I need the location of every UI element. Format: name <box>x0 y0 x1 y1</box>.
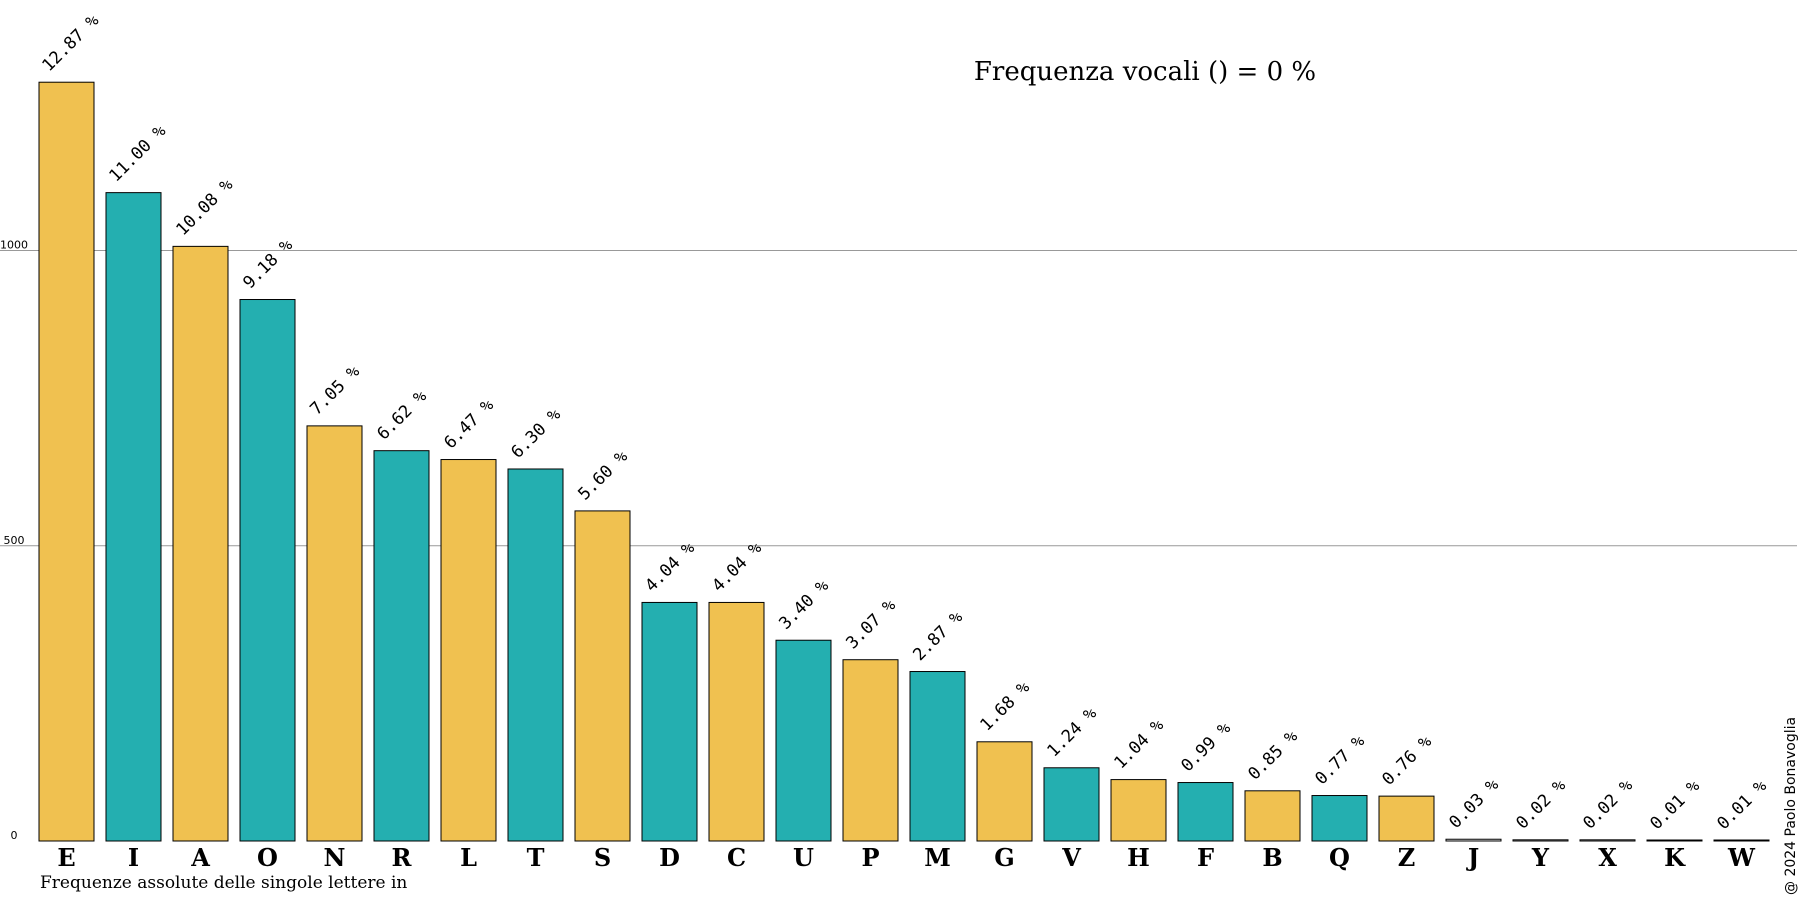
y-axis-ticks: 0 500 1000 <box>0 239 28 843</box>
bar-h <box>1110 779 1167 842</box>
percent-label-l: 6.47 % <box>440 395 498 453</box>
percent-label-u: 3.40 % <box>775 576 833 634</box>
percent-label-q: 0.77 % <box>1311 731 1369 789</box>
bar-d <box>641 601 698 842</box>
bar-a <box>172 245 229 842</box>
bar-m <box>909 671 966 842</box>
percent-label-r: 6.62 % <box>373 387 431 445</box>
bar-c <box>708 601 765 842</box>
x-tick-label: O <box>257 843 278 872</box>
percent-label-b: 0.85 % <box>1244 727 1302 785</box>
x-tick-label: I <box>128 843 139 872</box>
y-tick-label: 500 <box>4 534 25 547</box>
percent-label-y: 0.02 % <box>1512 776 1570 834</box>
x-tick-label: L <box>460 843 477 872</box>
copyright-credit: @ 2024 Paolo Bonavoglia <box>1783 717 1799 895</box>
y-tick-label: 0 <box>11 829 18 842</box>
bar-n <box>306 425 363 842</box>
x-tick-label: V <box>1061 843 1081 872</box>
bar-j <box>1445 838 1502 842</box>
gridlines <box>0 250 1797 547</box>
x-tick-label: T <box>527 843 545 872</box>
bars <box>38 81 1770 842</box>
bar-g <box>976 741 1033 842</box>
bar-y <box>1512 839 1569 842</box>
x-tick-label: D <box>659 843 680 872</box>
bar-k <box>1646 839 1703 842</box>
x-tick-label: R <box>392 843 413 872</box>
percent-label-g: 1.68 % <box>976 678 1034 736</box>
percent-label-s: 5.60 % <box>574 447 632 505</box>
percent-label-w: 0.01 % <box>1713 776 1771 834</box>
percent-label-o: 9.18 % <box>239 235 297 293</box>
x-tick-label: Q <box>1329 843 1350 872</box>
percent-label-z: 0.76 % <box>1378 732 1436 790</box>
percent-label-m: 2.87 % <box>909 607 967 665</box>
bar-o <box>239 299 296 842</box>
x-tick-label: M <box>924 843 951 872</box>
x-tick-label: B <box>1262 843 1282 872</box>
bar-l <box>440 459 497 842</box>
percent-label-h: 1.04 % <box>1110 716 1168 774</box>
bar-e <box>38 81 95 842</box>
bar-p <box>842 659 899 842</box>
x-tick-label: Y <box>1531 843 1550 872</box>
bar-r <box>373 450 430 842</box>
percent-label-c: 4.04 % <box>708 538 766 596</box>
percent-label-p: 3.07 % <box>842 596 900 654</box>
bar-z <box>1378 795 1435 842</box>
bar-w <box>1713 839 1770 842</box>
bar-q <box>1311 795 1368 842</box>
x-tick-label: U <box>793 843 814 872</box>
x-tick-label: H <box>1127 843 1150 872</box>
x-tick-label: E <box>57 843 75 872</box>
chart-footer: Frequenze assolute delle singole lettere… <box>40 873 407 893</box>
percent-label-i: 11.00 % <box>105 121 170 186</box>
percent-label-j: 0.03 % <box>1445 775 1503 833</box>
percent-label-n: 7.05 % <box>306 362 364 420</box>
x-tick-label: K <box>1664 843 1686 872</box>
x-tick-label: P <box>861 843 879 872</box>
bar-u <box>775 639 832 842</box>
percent-labels: 12.87 %11.00 %10.08 %9.18 %7.05 % 6.62 % 6… <box>38 11 1771 834</box>
y-tick-label: 1000 <box>0 239 28 252</box>
percent-label-v: 1.24 % <box>1043 704 1101 762</box>
percent-label-d: 4.04 % <box>641 538 699 596</box>
x-tick-label: N <box>324 843 346 872</box>
bar-i <box>105 192 162 842</box>
percent-label-f: 0.99 % <box>1177 719 1235 777</box>
x-tick-label: F <box>1197 843 1214 872</box>
x-tick-label: A <box>190 843 210 872</box>
chart-title: Frequenza vocali () = 0 % <box>974 57 1316 87</box>
bar-s <box>574 510 631 842</box>
percent-label-k: 0.01 % <box>1646 776 1704 834</box>
percent-label-x: 0.02 % <box>1579 776 1637 834</box>
x-tick-label: X <box>1598 843 1617 872</box>
bar-x <box>1579 839 1636 842</box>
percent-label-t: 6.30 % <box>507 405 565 463</box>
bar-t <box>507 468 564 842</box>
x-tick-label: J <box>1466 843 1479 872</box>
x-tick-label: G <box>994 843 1015 872</box>
x-tick-label: S <box>594 843 611 872</box>
percent-label-a: 10.08 % <box>172 175 237 240</box>
x-tick-label: Z <box>1398 843 1416 872</box>
x-tick-label: C <box>727 843 746 872</box>
bar-v <box>1043 767 1100 842</box>
bar-b <box>1244 790 1301 842</box>
bar-f <box>1177 782 1234 842</box>
x-tick-label: W <box>1727 843 1756 872</box>
percent-label-e: 12.87 % <box>38 11 103 76</box>
